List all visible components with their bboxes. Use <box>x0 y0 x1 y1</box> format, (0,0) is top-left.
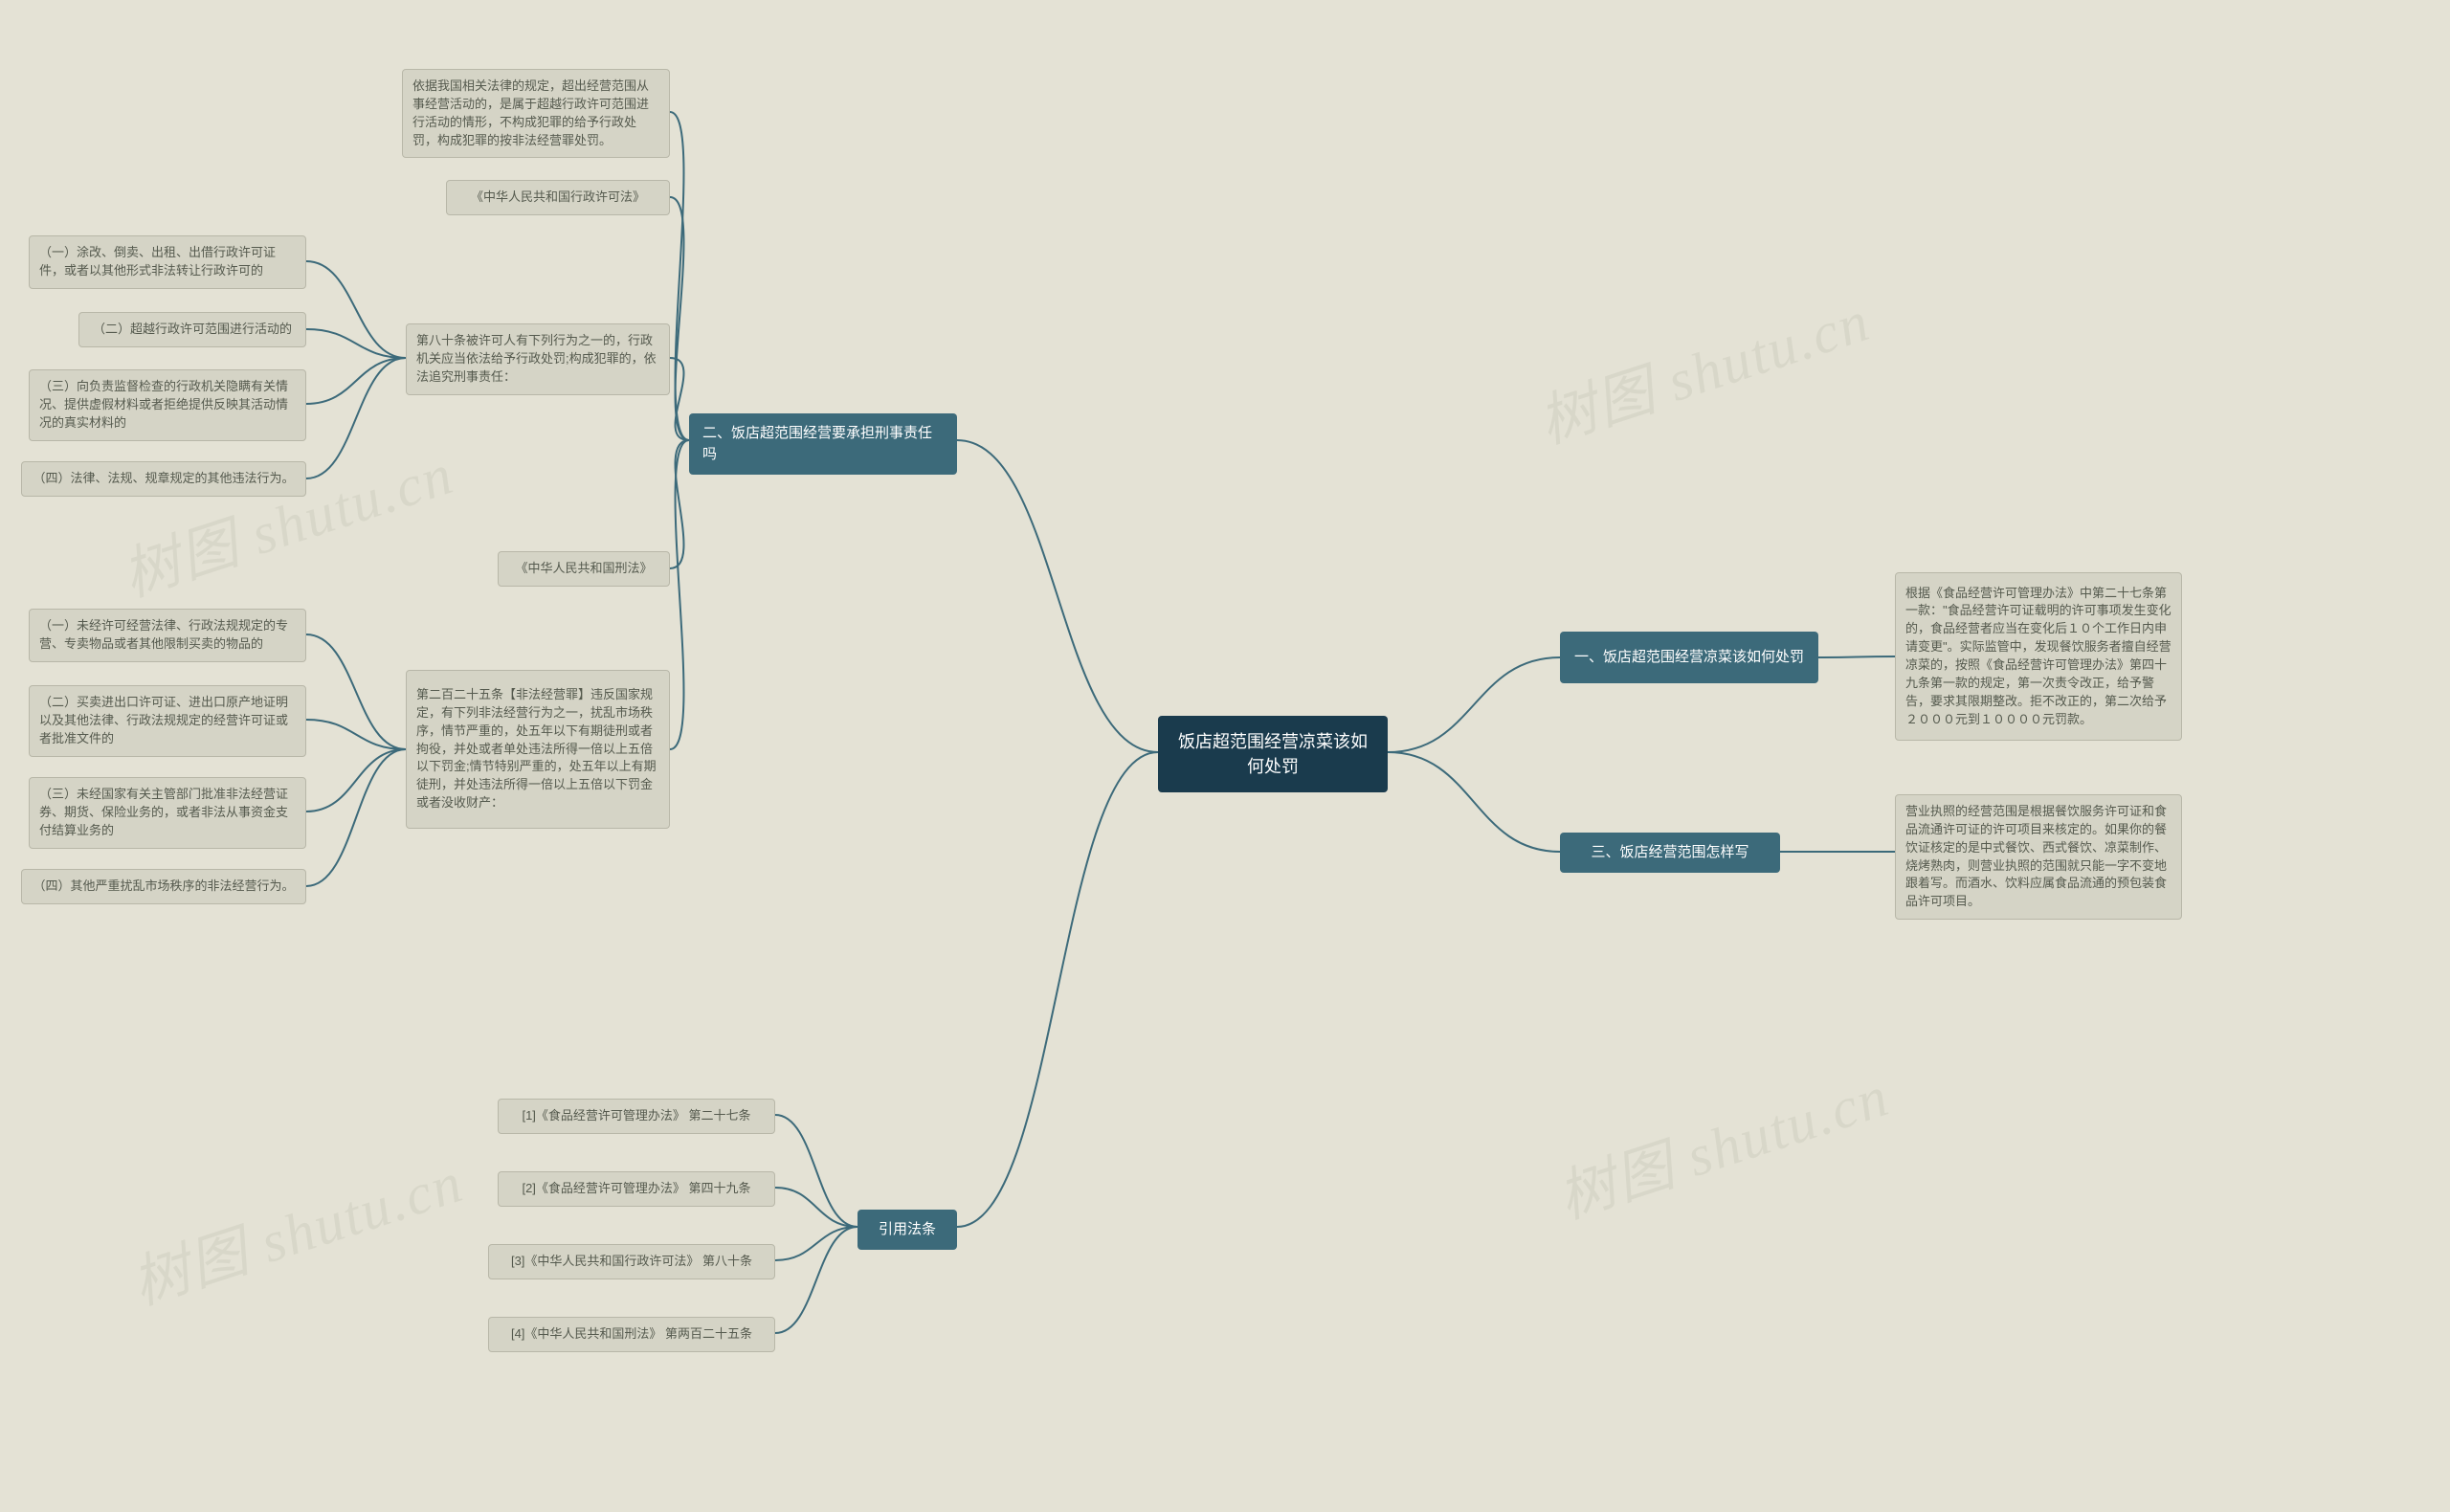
mindmap-node[interactable]: 引用法条 <box>858 1210 957 1250</box>
connector <box>306 749 406 886</box>
connector <box>306 634 406 749</box>
mindmap-node[interactable]: [1]《食品经营许可管理办法》 第二十七条 <box>498 1099 775 1134</box>
node-label: 二、饭店超范围经营要承担刑事责任吗 <box>702 423 944 465</box>
node-label: （一）未经许可经营法律、行政法规规定的专营、专卖物品或者其他限制买卖的物品的 <box>39 617 296 654</box>
mindmap-node[interactable]: （四）法律、法规、规章规定的其他违法行为。 <box>21 461 306 497</box>
mindmap-node[interactable]: 二、饭店超范围经营要承担刑事责任吗 <box>689 413 957 475</box>
mindmap-node[interactable]: （一）未经许可经营法律、行政法规规定的专营、专卖物品或者其他限制买卖的物品的 <box>29 609 306 662</box>
watermark: 树图 shutu.cn <box>1526 275 1879 460</box>
node-label: （一）涂改、倒卖、出租、出借行政许可证件，或者以其他形式非法转让行政许可的 <box>39 244 296 280</box>
connector <box>775 1227 858 1260</box>
node-label: 《中华人民共和国行政许可法》 <box>471 189 645 207</box>
node-label: [1]《食品经营许可管理办法》 第二十七条 <box>522 1107 750 1125</box>
node-label: [4]《中华人民共和国刑法》 第两百二十五条 <box>511 1325 752 1344</box>
mindmap-canvas: 树图 shutu.cn 树图 shutu.cn 树图 shutu.cn 树图 shut… <box>0 0 2450 1512</box>
mindmap-node[interactable]: （四）其他严重扰乱市场秩序的非法经营行为。 <box>21 869 306 904</box>
mindmap-node[interactable]: 《中华人民共和国刑法》 <box>498 551 670 587</box>
connector <box>1388 657 1560 752</box>
connector <box>775 1115 858 1227</box>
node-label: （二）买卖进出口许可证、进出口原产地证明以及其他法律、行政法规规定的经营许可证或… <box>39 694 296 748</box>
connector <box>957 440 1158 752</box>
connector <box>957 752 1158 1227</box>
connector <box>775 1227 858 1333</box>
mindmap-node[interactable]: （二）超越行政许可范围进行活动的 <box>78 312 306 347</box>
node-label: 营业执照的经营范围是根据餐饮服务许可证和食品流通许可证的许可项目来核定的。如果你… <box>1905 803 2172 911</box>
mindmap-node[interactable]: 第二百二十五条【非法经营罪】违反国家规定，有下列非法经营行为之一，扰乱市场秩序，… <box>406 670 670 829</box>
node-label: [3]《中华人民共和国行政许可法》 第八十条 <box>511 1253 752 1271</box>
node-label: （四）其他严重扰乱市场秩序的非法经营行为。 <box>33 878 294 896</box>
node-label: 《中华人民共和国刑法》 <box>515 560 652 578</box>
connector <box>670 197 689 440</box>
node-label: [2]《食品经营许可管理办法》 第四十九条 <box>522 1180 750 1198</box>
connector <box>306 329 406 358</box>
node-label: 第八十条被许可人有下列行为之一的，行政机关应当依法给予行政处罚;构成犯罪的，依法… <box>416 332 659 387</box>
mindmap-node[interactable]: 根据《食品经营许可管理办法》中第二十七条第一款："食品经营许可证载明的许可事项发… <box>1895 572 2182 741</box>
mindmap-node[interactable]: 依据我国相关法律的规定，超出经营范围从事经营活动的，是属于超越行政许可范围进行活… <box>402 69 670 158</box>
mindmap-node[interactable]: 一、饭店超范围经营凉菜该如何处罚 <box>1560 632 1818 683</box>
mindmap-node[interactable]: [3]《中华人民共和国行政许可法》 第八十条 <box>488 1244 775 1279</box>
mindmap-node[interactable]: 第八十条被许可人有下列行为之一的，行政机关应当依法给予行政处罚;构成犯罪的，依法… <box>406 323 670 395</box>
node-label: 三、饭店经营范围怎样写 <box>1591 842 1748 863</box>
mindmap-node[interactable]: [2]《食品经营许可管理办法》 第四十九条 <box>498 1171 775 1207</box>
mindmap-node[interactable]: 营业执照的经营范围是根据餐饮服务许可证和食品流通许可证的许可项目来核定的。如果你… <box>1895 794 2182 920</box>
mindmap-node[interactable]: （一）涂改、倒卖、出租、出借行政许可证件，或者以其他形式非法转让行政许可的 <box>29 235 306 289</box>
connector <box>306 749 406 812</box>
mindmap-node[interactable]: （二）买卖进出口许可证、进出口原产地证明以及其他法律、行政法规规定的经营许可证或… <box>29 685 306 757</box>
node-label: （四）法律、法规、规章规定的其他违法行为。 <box>33 470 294 488</box>
node-label: 饭店超范围经营凉菜该如何处罚 <box>1175 729 1370 779</box>
mindmap-node[interactable]: 《中华人民共和国行政许可法》 <box>446 180 670 215</box>
mindmap-node[interactable]: 饭店超范围经营凉菜该如何处罚 <box>1158 716 1388 792</box>
connector <box>775 1188 858 1227</box>
node-label: 依据我国相关法律的规定，超出经营范围从事经营活动的，是属于超越行政许可范围进行活… <box>412 78 659 149</box>
connector <box>670 440 689 568</box>
connector <box>670 358 689 440</box>
watermark: 树图 shutu.cn <box>120 1136 472 1322</box>
node-label: 一、饭店超范围经营凉菜该如何处罚 <box>1574 647 1804 668</box>
connector <box>1388 752 1560 852</box>
mindmap-node[interactable]: （三）未经国家有关主管部门批准非法经营证券、期货、保险业务的，或者非法从事资金支… <box>29 777 306 849</box>
connector <box>1818 656 1895 657</box>
connector <box>306 358 406 404</box>
connector <box>306 261 406 358</box>
node-label: 引用法条 <box>879 1219 936 1240</box>
watermark: 树图 shutu.cn <box>110 428 462 613</box>
connector <box>306 358 406 478</box>
mindmap-node[interactable]: （三）向负责监督检查的行政机关隐瞒有关情况、提供虚假材料或者拒绝提供反映其活动情… <box>29 369 306 441</box>
node-label: （二）超越行政许可范围进行活动的 <box>93 321 292 339</box>
connector <box>670 440 689 749</box>
node-label: （三）向负责监督检查的行政机关隐瞒有关情况、提供虚假材料或者拒绝提供反映其活动情… <box>39 378 296 433</box>
connector <box>306 720 406 749</box>
connector <box>670 112 689 440</box>
node-label: 第二百二十五条【非法经营罪】违反国家规定，有下列非法经营行为之一，扰乱市场秩序，… <box>416 686 659 812</box>
node-label: （三）未经国家有关主管部门批准非法经营证券、期货、保险业务的，或者非法从事资金支… <box>39 786 296 840</box>
mindmap-node[interactable]: 三、饭店经营范围怎样写 <box>1560 833 1780 873</box>
watermark: 树图 shutu.cn <box>1546 1050 1898 1235</box>
node-label: 根据《食品经营许可管理办法》中第二十七条第一款："食品经营许可证载明的许可事项发… <box>1905 585 2172 729</box>
mindmap-node[interactable]: [4]《中华人民共和国刑法》 第两百二十五条 <box>488 1317 775 1352</box>
